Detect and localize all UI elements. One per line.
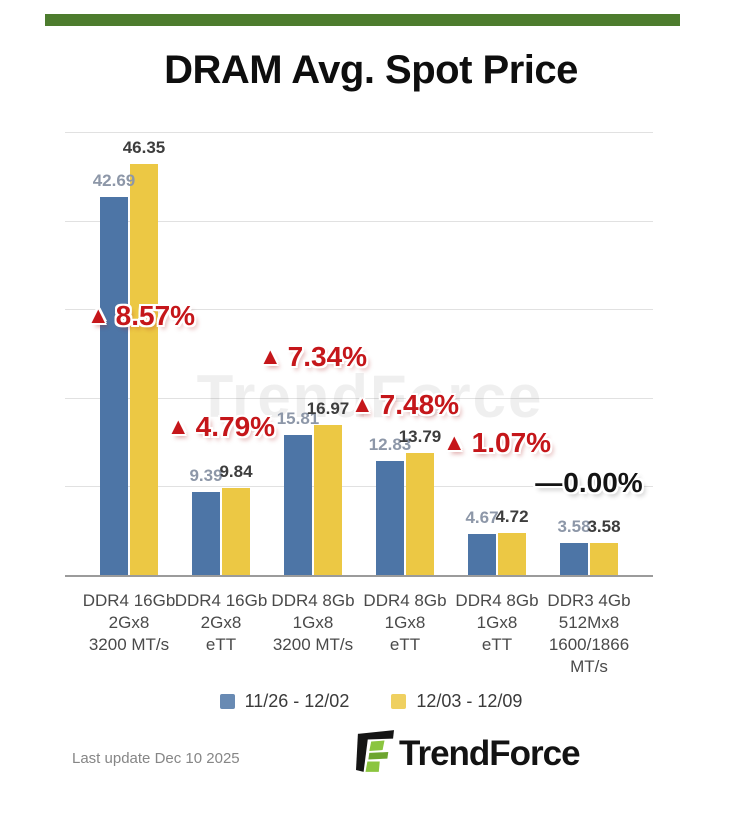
change-annotation-cat3: ▲ 7.48% bbox=[351, 389, 459, 421]
value-label-series1-cat5: 3.58 bbox=[587, 517, 621, 537]
change-annotation-cat0: ▲ 8.57% bbox=[87, 300, 195, 332]
up-triangle-icon: ▲ bbox=[442, 429, 466, 455]
page-title: DRAM Avg. Spot Price bbox=[164, 48, 578, 92]
change-annotation-value: 1.07% bbox=[471, 427, 552, 458]
up-triangle-icon: ▲ bbox=[86, 302, 110, 328]
change-annotation-value: 7.34% bbox=[287, 341, 368, 372]
gridline-40 bbox=[65, 220, 653, 222]
trendforce-logo-icon bbox=[356, 729, 394, 778]
value-label-series1-cat0: 46.35 bbox=[122, 138, 166, 158]
chart-legend: 11/26 - 12/02 12/03 - 12/09 bbox=[0, 691, 742, 712]
bar-series0-cat2 bbox=[284, 434, 312, 575]
legend-label-week1: 11/26 - 12/02 bbox=[244, 691, 350, 711]
axis-baseline bbox=[65, 575, 653, 577]
value-label-series0-cat1: 9.39 bbox=[189, 465, 223, 485]
bar-series0-cat1 bbox=[192, 491, 220, 575]
trendforce-logo-text: TrendForce bbox=[399, 733, 581, 773]
bar-series1-cat3 bbox=[406, 452, 434, 575]
change-annotation-value: 7.48% bbox=[379, 389, 460, 420]
bar-series0-cat4 bbox=[468, 533, 496, 575]
top-accent-bar bbox=[45, 14, 680, 26]
change-annotation-cat5: —0.00% bbox=[535, 467, 642, 499]
legend-item-week2: 12/03 - 12/09 bbox=[391, 691, 522, 712]
category-label-3: DDR4 8Gb 1Gx8 eTT bbox=[363, 591, 447, 654]
bar-series1-cat1 bbox=[222, 487, 250, 575]
bar-series0-cat3 bbox=[376, 461, 404, 575]
legend-label-week2: 12/03 - 12/09 bbox=[416, 691, 523, 711]
value-label-series0-cat3: 12.83 bbox=[368, 435, 412, 455]
value-label-series0-cat0: 42.69 bbox=[92, 170, 136, 190]
value-label-series0-cat5: 3.58 bbox=[557, 517, 591, 537]
last-update-text: Last update Dec 10 2025 bbox=[72, 750, 240, 767]
value-label-series0-cat4: 4.67 bbox=[465, 507, 499, 527]
gridline-10 bbox=[65, 486, 653, 488]
legend-swatch-blue bbox=[219, 694, 235, 709]
category-label-1: DDR4 16Gb 2Gx8 eTT bbox=[174, 591, 268, 654]
up-triangle-icon: ▲ bbox=[166, 413, 190, 439]
change-annotation-cat4: ▲ 1.07% bbox=[443, 427, 551, 459]
up-triangle-icon: ▲ bbox=[350, 391, 374, 417]
bar-series1-cat5 bbox=[590, 543, 618, 575]
value-label-series1-cat1: 9.84 bbox=[219, 461, 253, 481]
category-label-5: DDR3 4Gb 512Mx8 1600/1866 MT/s bbox=[547, 591, 631, 676]
gridline-30 bbox=[65, 309, 653, 311]
bar-series0-cat0 bbox=[100, 196, 128, 575]
flat-dash-prefix: — bbox=[535, 467, 564, 498]
up-triangle-icon: ▲ bbox=[258, 343, 282, 369]
change-annotation-value: 0.00% bbox=[563, 467, 643, 498]
trendforce-logo: TrendForce bbox=[356, 729, 581, 778]
change-annotation-cat1: ▲ 4.79% bbox=[167, 411, 275, 443]
change-annotation-value: 4.79% bbox=[195, 411, 276, 442]
bar-series1-cat0 bbox=[130, 164, 158, 575]
change-annotation-value: 8.57% bbox=[115, 300, 196, 331]
gridline-20 bbox=[65, 397, 653, 399]
legend-swatch-yellow bbox=[391, 694, 407, 709]
value-label-series1-cat3: 13.79 bbox=[398, 426, 442, 446]
category-label-2: DDR4 8Gb 1Gx8 3200 MT/s bbox=[271, 591, 355, 654]
bar-series1-cat4 bbox=[498, 533, 526, 575]
category-label-4: DDR4 8Gb 1Gx8 eTT bbox=[455, 591, 539, 654]
gridline-50 bbox=[65, 132, 653, 133]
change-annotation-cat2: ▲ 7.34% bbox=[259, 341, 367, 373]
value-label-series1-cat4: 4.72 bbox=[495, 507, 529, 527]
bar-series1-cat2 bbox=[314, 424, 342, 575]
value-label-series0-cat2: 15.81 bbox=[276, 408, 320, 428]
value-label-series1-cat2: 16.97 bbox=[306, 398, 350, 418]
legend-item-week1: 11/26 - 12/02 bbox=[219, 691, 350, 712]
category-label-0: DDR4 16Gb 2Gx8 3200 MT/s bbox=[82, 591, 176, 654]
bar-series0-cat5 bbox=[560, 543, 588, 575]
